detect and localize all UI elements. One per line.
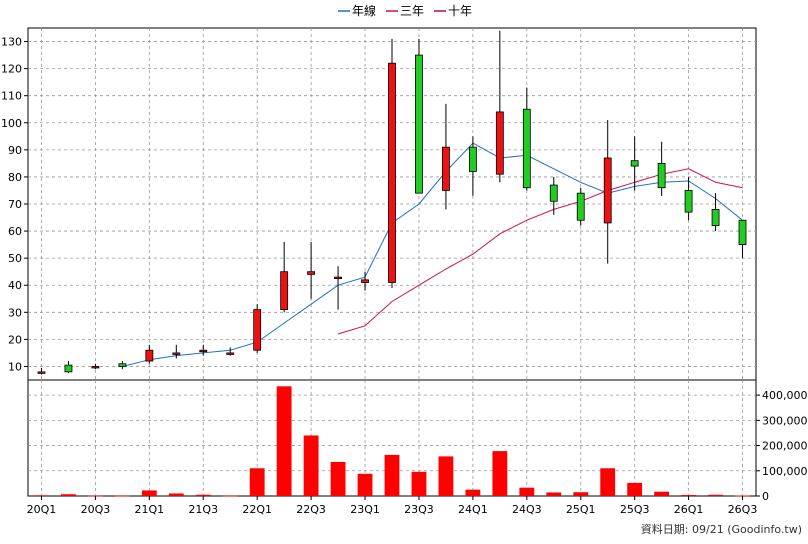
price-tick-label: 50 [8,252,22,265]
volume-bar [573,492,589,496]
candle-body [145,349,154,362]
price-tick-label: 40 [8,279,22,292]
x-tick-label: 21Q1 [135,503,165,516]
candle-body [415,54,423,194]
price-tick-label: 60 [8,225,22,238]
volume-bar [357,473,373,496]
volume-bar [195,494,211,496]
candle-body [630,160,639,167]
price-tick-label: 30 [8,306,22,319]
volume-panel: 0 100,000 200,000 300,000 400,000 [27,379,808,503]
ma-line-年線 [122,142,743,367]
volume-tick-label: 400,000 [762,389,808,402]
price-tick-label: 20 [8,333,22,346]
candle-body [64,364,73,373]
volume-bar [168,493,184,496]
candle-body [711,209,720,227]
x-tick-label: 22Q3 [296,503,326,516]
volume-tick-label: 300,000 [762,414,808,427]
candle-body [522,108,531,189]
volume-bar [519,487,535,496]
volume-bar [34,495,49,497]
x-tick-label: 24Q3 [512,503,542,516]
volume-bar [627,482,643,496]
x-tick-label: 24Q1 [458,503,488,516]
candle-body [738,219,747,246]
x-tick-label: 23Q1 [350,503,380,516]
legend-label: 十年 [448,4,472,18]
candle-body [226,352,235,355]
candle-body [603,157,612,224]
candle-body [388,62,396,283]
candle-body [334,276,342,280]
x-axis: 20Q1 20Q3 21Q1 21Q3 22Q1 22Q3 23Q1 23Q3 24Q1 24Q3… [27,496,758,516]
volume-bar [114,495,130,497]
ma-line-三年 [337,168,743,335]
volume-bar [681,494,697,496]
price-tick-label: 120 [1,63,22,76]
price-tick-label: 110 [1,90,22,103]
x-tick-label: 21Q3 [188,503,218,516]
price-tick-label: 100 [1,117,22,130]
volume-bar [735,495,750,497]
footer-source: 資料日期: 09/21 (Goodinfo.tw) [641,522,802,536]
price-tick-label: 10 [8,360,22,373]
volume-bar [303,435,319,496]
volume-bar [141,490,157,496]
volume-bar [708,494,723,496]
candle-body [576,192,585,221]
candle-body [118,363,127,367]
volume-bar [330,461,346,496]
candle-body [684,190,693,213]
candle-body [172,352,181,355]
price-tick-label: 90 [8,144,22,157]
candle-body [280,271,289,311]
volume-bar [61,494,76,496]
x-tick-label: 20Q1 [27,503,57,516]
x-tick-label: 23Q3 [404,503,434,516]
legend: 年線 三年 十年 [338,3,472,18]
price-tick-label: 130 [1,36,22,49]
volume-bar [438,456,454,496]
volume-bar [411,471,427,496]
legend-label: 三年 [400,4,424,18]
candle-body [549,184,558,202]
volume-bar [249,468,265,496]
candle-body [442,146,450,191]
x-tick-label: 25Q1 [566,503,596,516]
candle-body [495,111,504,175]
candle-body [91,366,100,369]
volume-bar [222,495,238,497]
price-panel: 10 20 30 40 50 60 70 80 90 100 110 120 130 [1,27,757,381]
volume-bar [600,468,616,496]
candle-body [657,162,666,189]
volume-bar [276,386,292,496]
volume-bar [546,492,562,496]
x-tick-label: 26Q1 [674,503,704,516]
candle-body [307,271,316,275]
legend-label: 年線 [352,3,376,18]
candle-body [199,349,208,353]
volume-bar [654,491,670,496]
volume-bar [384,454,400,496]
volume-bar [465,489,481,496]
price-tick-label: 70 [8,198,22,211]
x-tick-label: 20Q3 [81,503,111,516]
candle-body [37,371,46,374]
candle-body [253,309,262,351]
volume-bar [492,451,508,496]
candle-body [361,279,369,283]
candle-body [468,146,477,172]
volume-tick-label: 200,000 [762,440,808,453]
volume-tick-label: 100,000 [762,465,808,478]
volume-tick-label: 0 [762,490,769,503]
x-tick-label: 26Q3 [728,503,758,516]
x-tick-label: 22Q1 [242,503,272,516]
price-tick-label: 80 [8,171,22,184]
x-tick-label: 25Q3 [620,503,650,516]
